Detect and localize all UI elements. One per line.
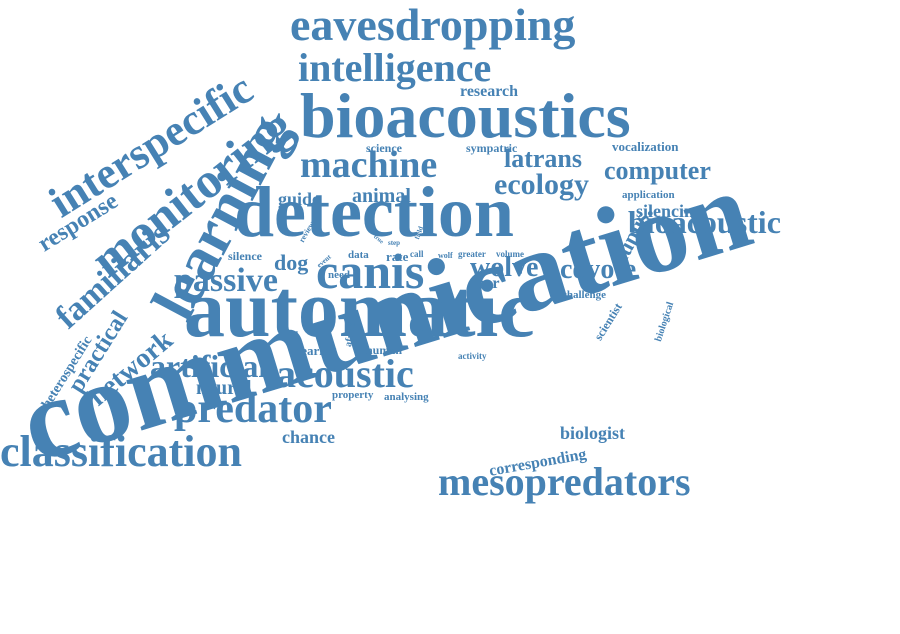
word-human: human	[366, 343, 403, 357]
word-greater: greater	[458, 249, 486, 259]
word-bioacoustics: bioacoustics	[300, 80, 631, 151]
word-step: step	[388, 239, 401, 247]
word-hearing: hearing	[294, 343, 337, 358]
word-wolve: wolve	[470, 252, 539, 283]
word-biological: biological	[653, 300, 677, 344]
word-dog: dog	[274, 250, 309, 275]
word-classification: classification	[0, 427, 242, 476]
word-machine: machine	[300, 144, 438, 186]
word-wolf: wolf	[438, 251, 453, 260]
word-analysing: analysing	[384, 391, 429, 403]
word-call: call	[410, 249, 424, 259]
word-silence: silence	[228, 249, 262, 263]
word-neural: neural	[196, 377, 252, 399]
word-predator: predator	[174, 386, 332, 432]
word-activity: activity	[458, 351, 487, 361]
word-silencing: silencing	[636, 201, 704, 221]
word-science: science	[366, 141, 402, 155]
word-bioacoustic: bioacoustic	[628, 204, 781, 240]
word-rate: rate	[386, 249, 409, 264]
word-biologist: biologist	[560, 423, 626, 443]
word-acoustic: acoustic	[276, 351, 414, 396]
word-fear: fear	[472, 275, 500, 292]
word-challenge: challenge	[562, 289, 606, 301]
word-passive: passive	[174, 262, 278, 299]
word-volume: volume	[496, 249, 524, 259]
word-property: property	[332, 389, 374, 401]
word-vocalization: vocalization	[612, 139, 679, 154]
word-latrans: latrans	[504, 144, 582, 173]
word-eavesdropping: eavesdropping	[290, 0, 576, 50]
word-canis: canis	[316, 243, 425, 299]
word-intelligence: intelligence	[298, 45, 492, 90]
word-detection: detection	[234, 172, 514, 252]
word-computer: computer	[604, 156, 711, 185]
word-coyote: coyote	[560, 254, 637, 285]
word-artificial: artificial	[150, 348, 268, 384]
word-data: data	[348, 249, 369, 261]
word-animal: animal	[352, 185, 411, 207]
word-mesopredators: mesopredators	[438, 459, 691, 504]
word-research: research	[460, 83, 519, 100]
word-guide: guide	[278, 189, 321, 209]
word-application: application	[622, 189, 675, 201]
word-ecology: ecology	[494, 168, 589, 201]
word-need: need	[328, 269, 350, 281]
word-sympatric: sympatric	[466, 141, 518, 155]
word-automatic: automatic	[184, 263, 535, 354]
word-chance: chance	[282, 427, 335, 447]
